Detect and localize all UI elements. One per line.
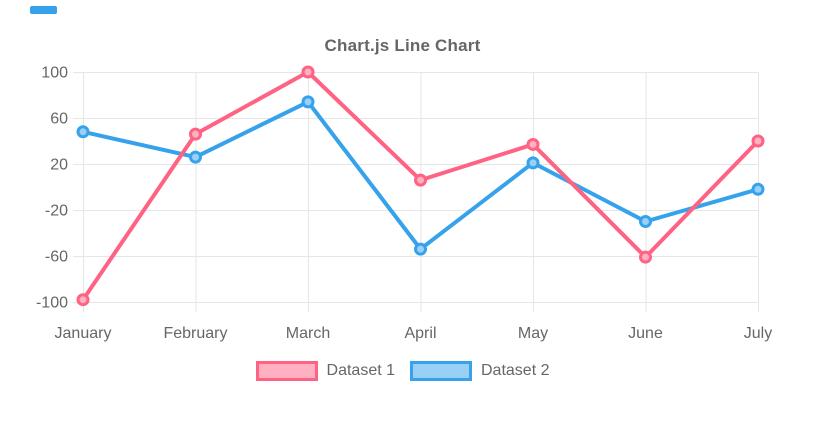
data-point-dataset-1[interactable]	[301, 65, 315, 79]
legend-item-dataset-1[interactable]: Dataset 1	[255, 361, 395, 381]
x-tick-label: May	[518, 325, 548, 342]
data-point-dataset-2[interactable]	[526, 156, 540, 170]
data-point-dataset-1[interactable]	[751, 134, 765, 148]
data-point-dataset-2[interactable]	[639, 215, 652, 228]
x-tick-label: February	[163, 325, 227, 342]
y-tick-label: 20	[50, 157, 68, 174]
x-tick-label: July	[744, 325, 772, 342]
chart-legend: Dataset 1 Dataset 2	[0, 361, 805, 381]
legend-swatch-dataset-1-icon	[255, 361, 318, 381]
data-point-dataset-2[interactable]	[751, 182, 765, 196]
data-point-dataset-1[interactable]	[526, 137, 540, 151]
data-point-dataset-1[interactable]	[189, 127, 202, 141]
x-tick-label: January	[55, 325, 112, 342]
legend-swatch-dataset-2-icon	[410, 361, 472, 381]
legend-label-dataset-1: Dataset 1	[326, 362, 395, 379]
y-tick-label: -100	[36, 295, 68, 312]
y-tick-label: 100	[41, 65, 68, 82]
legend-item-dataset-2[interactable]: Dataset 2	[410, 361, 549, 381]
legend-label-dataset-2: Dataset 2	[481, 362, 550, 379]
chart-title: Chart.js Line Chart	[324, 36, 481, 55]
x-tick-label: June	[628, 325, 663, 342]
data-point-dataset-2[interactable]	[414, 242, 427, 256]
y-tick-label: -20	[45, 203, 68, 220]
x-tick-label: March	[286, 325, 330, 342]
data-point-dataset-2[interactable]	[301, 95, 315, 109]
data-point-dataset-1[interactable]	[639, 250, 652, 264]
data-point-dataset-2[interactable]	[189, 150, 202, 164]
blue-accent-bar	[30, 6, 57, 14]
data-point-dataset-1[interactable]	[414, 173, 427, 187]
y-tick-label: -60	[45, 249, 68, 266]
data-point-dataset-2[interactable]	[76, 125, 90, 139]
data-point-dataset-1[interactable]	[76, 293, 90, 307]
x-tick-label: April	[404, 325, 436, 342]
y-tick-label: 60	[50, 111, 68, 128]
